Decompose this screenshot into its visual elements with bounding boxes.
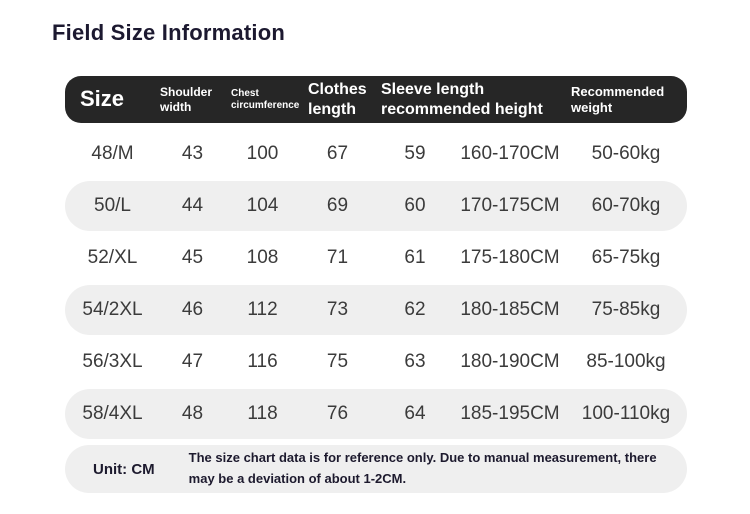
cell-size: 52/XL — [87, 247, 138, 268]
cell-recommended-height: 175-180CM — [460, 247, 560, 268]
cell-size: 58/4XL — [82, 403, 143, 424]
cell-clothes-length: 67 — [326, 143, 349, 164]
cell-shoulder-width: 43 — [181, 143, 204, 164]
cell-recommended-weight: 75-85kg — [591, 299, 661, 320]
disclaimer-note: The size chart data is for reference onl… — [188, 450, 657, 486]
cell-size: 48/M — [91, 143, 134, 164]
table-row: 48/M 43 100 67 59 160-170CM 50-60kg — [65, 129, 687, 179]
header-chest-circumference: Chest circumference — [231, 87, 300, 111]
cell-chest-circumference: 112 — [247, 299, 278, 320]
header-shoulder-width: Shoulder width — [160, 85, 213, 114]
cell-recommended-height: 160-170CM — [460, 143, 560, 164]
cell-chest-circumference: 118 — [247, 403, 278, 424]
header-sleeve-length-recommended-height: Sleeve length recommended height — [381, 81, 543, 118]
cell-chest-circumference: 116 — [247, 351, 278, 372]
cell-sleeve-length: 62 — [404, 299, 426, 320]
cell-size: 54/2XL — [82, 299, 143, 320]
cell-shoulder-width: 46 — [181, 299, 204, 320]
cell-size: 56/3XL — [82, 351, 143, 372]
table-row: 58/4XL 48 118 76 64 185-195CM 100-110kg — [65, 389, 687, 439]
cell-recommended-height: 185-195CM — [460, 403, 560, 424]
size-chart-table: Size Shoulder width Chest circumference … — [65, 76, 687, 493]
cell-recommended-height: 180-190CM — [460, 351, 560, 372]
cell-clothes-length: 71 — [326, 247, 349, 268]
cell-size: 50/L — [94, 195, 131, 216]
cell-shoulder-width: 45 — [181, 247, 204, 268]
cell-clothes-length: 75 — [326, 351, 349, 372]
cell-recommended-weight: 60-70kg — [591, 195, 661, 216]
cell-recommended-weight: 50-60kg — [591, 143, 661, 164]
table-row: 54/2XL 46 112 73 62 180-185CM 75-85kg — [65, 285, 687, 335]
unit-label: Unit: CM — [93, 460, 155, 478]
header-recommended-weight: Recommended weight — [571, 83, 665, 115]
cell-chest-circumference: 104 — [246, 195, 279, 216]
cell-recommended-height: 180-185CM — [460, 299, 560, 320]
cell-shoulder-width: 44 — [181, 195, 204, 216]
cell-clothes-length: 73 — [326, 299, 349, 320]
cell-sleeve-length: 61 — [404, 247, 426, 268]
table-header-row: Size Shoulder width Chest circumference … — [65, 76, 687, 123]
table-body: 48/M 43 100 67 59 160-170CM 50-60kg 50/L 44 104 69… — [65, 129, 687, 439]
cell-clothes-length: 76 — [326, 403, 349, 424]
cell-shoulder-width: 48 — [181, 403, 204, 424]
cell-chest-circumference: 100 — [246, 143, 279, 164]
header-clothes-length: Clothes length — [308, 81, 367, 118]
table-row: 52/XL 45 108 71 61 175-180CM 65-75kg — [65, 233, 687, 283]
table-row: 56/3XL 47 116 75 63 180-190CM 85-100kg — [65, 337, 687, 387]
cell-sleeve-length: 63 — [404, 351, 426, 372]
cell-sleeve-length: 64 — [404, 403, 426, 424]
cell-recommended-weight: 65-75kg — [591, 247, 661, 268]
header-size: Size — [80, 86, 125, 112]
cell-clothes-length: 69 — [326, 195, 349, 216]
cell-recommended-height: 170-175CM — [460, 195, 560, 216]
table-row: 50/L 44 104 69 60 170-175CM 60-70kg — [65, 181, 687, 231]
cell-sleeve-length: 60 — [404, 195, 426, 216]
table-footer: Unit: CM The size chart data is for refe… — [65, 445, 687, 493]
cell-sleeve-length: 59 — [404, 143, 426, 164]
cell-recommended-weight: 100-110kg — [581, 403, 671, 424]
cell-shoulder-width: 47 — [181, 351, 204, 372]
cell-recommended-weight: 85-100kg — [586, 351, 666, 372]
page-title: Field Size Information — [52, 20, 285, 45]
cell-chest-circumference: 108 — [246, 247, 279, 268]
